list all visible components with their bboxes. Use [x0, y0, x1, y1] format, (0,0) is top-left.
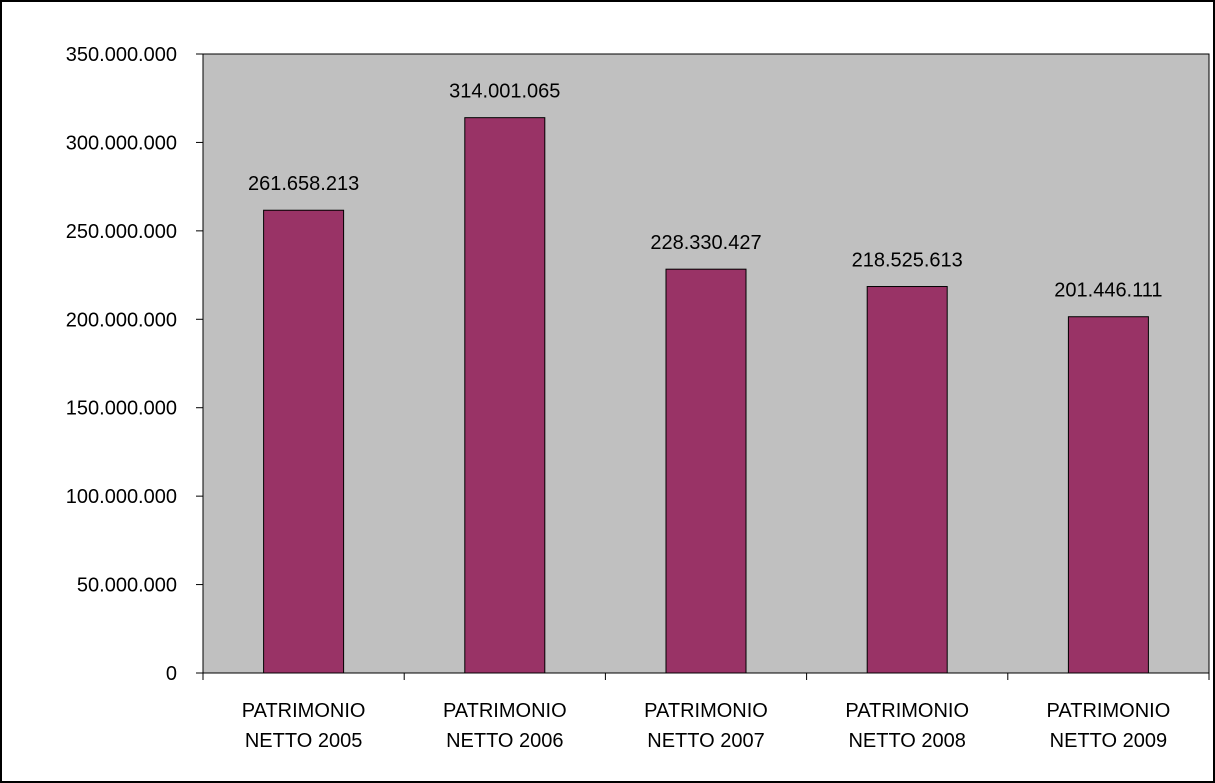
bar	[263, 209, 345, 674]
y-tick-label: 50.000.000	[77, 575, 177, 597]
bar-value-label: 201.446.111	[1054, 280, 1162, 302]
y-tick-label: 250.000.000	[66, 221, 177, 243]
x-category-label-line: NETTO 2009	[1050, 730, 1167, 752]
y-axis: 0 50.000.000 100.000.000 150.000.000 200.000…	[66, 44, 204, 685]
data-labels: 261.658.213 314.001.065 228.330.427 218.525…	[248, 81, 1163, 302]
y-tick-label: 150.000.000	[66, 398, 177, 420]
x-category-label-line: PATRIMONIO	[845, 700, 969, 722]
x-axis: PATRIMONIO NETTO 2005 PATRIMONIO NETTO 2006…	[202, 672, 1210, 752]
x-category-label-line: PATRIMONIO	[242, 700, 366, 722]
bar-value-label: 261.658.213	[248, 173, 359, 195]
y-tick-label: 350.000.000	[66, 44, 177, 66]
x-category-label: PATRIMONIO NETTO 2008	[845, 700, 969, 752]
x-category-label-line: NETTO 2008	[848, 730, 965, 752]
x-category-label-line: PATRIMONIO	[1047, 700, 1171, 722]
bar	[464, 117, 546, 674]
bar	[1067, 316, 1149, 674]
bar	[866, 286, 948, 674]
x-category-label-line: PATRIMONIO	[443, 700, 567, 722]
x-category-label-line: PATRIMONIO	[644, 700, 768, 722]
bar	[665, 268, 747, 674]
x-category-label: PATRIMONIO NETTO 2005	[242, 700, 366, 752]
x-category-label-line: NETTO 2007	[647, 730, 764, 752]
x-category-label-line: NETTO 2006	[446, 730, 563, 752]
bar-value-label: 228.330.427	[650, 232, 761, 254]
bar-value-label: 314.001.065	[449, 81, 560, 103]
y-tick-label: 0	[166, 663, 177, 685]
x-category-label-line: NETTO 2005	[245, 730, 362, 752]
x-category-label: PATRIMONIO NETTO 2006	[443, 700, 567, 752]
y-tick-label: 100.000.000	[66, 486, 177, 508]
y-tick-label: 300.000.000	[66, 132, 177, 154]
x-category-label: PATRIMONIO NETTO 2007	[644, 700, 768, 752]
y-tick-label: 200.000.000	[66, 309, 177, 331]
x-category-label: PATRIMONIO NETTO 2009	[1047, 700, 1171, 752]
bars	[263, 117, 1149, 674]
bar-value-label: 218.525.613	[852, 250, 963, 272]
